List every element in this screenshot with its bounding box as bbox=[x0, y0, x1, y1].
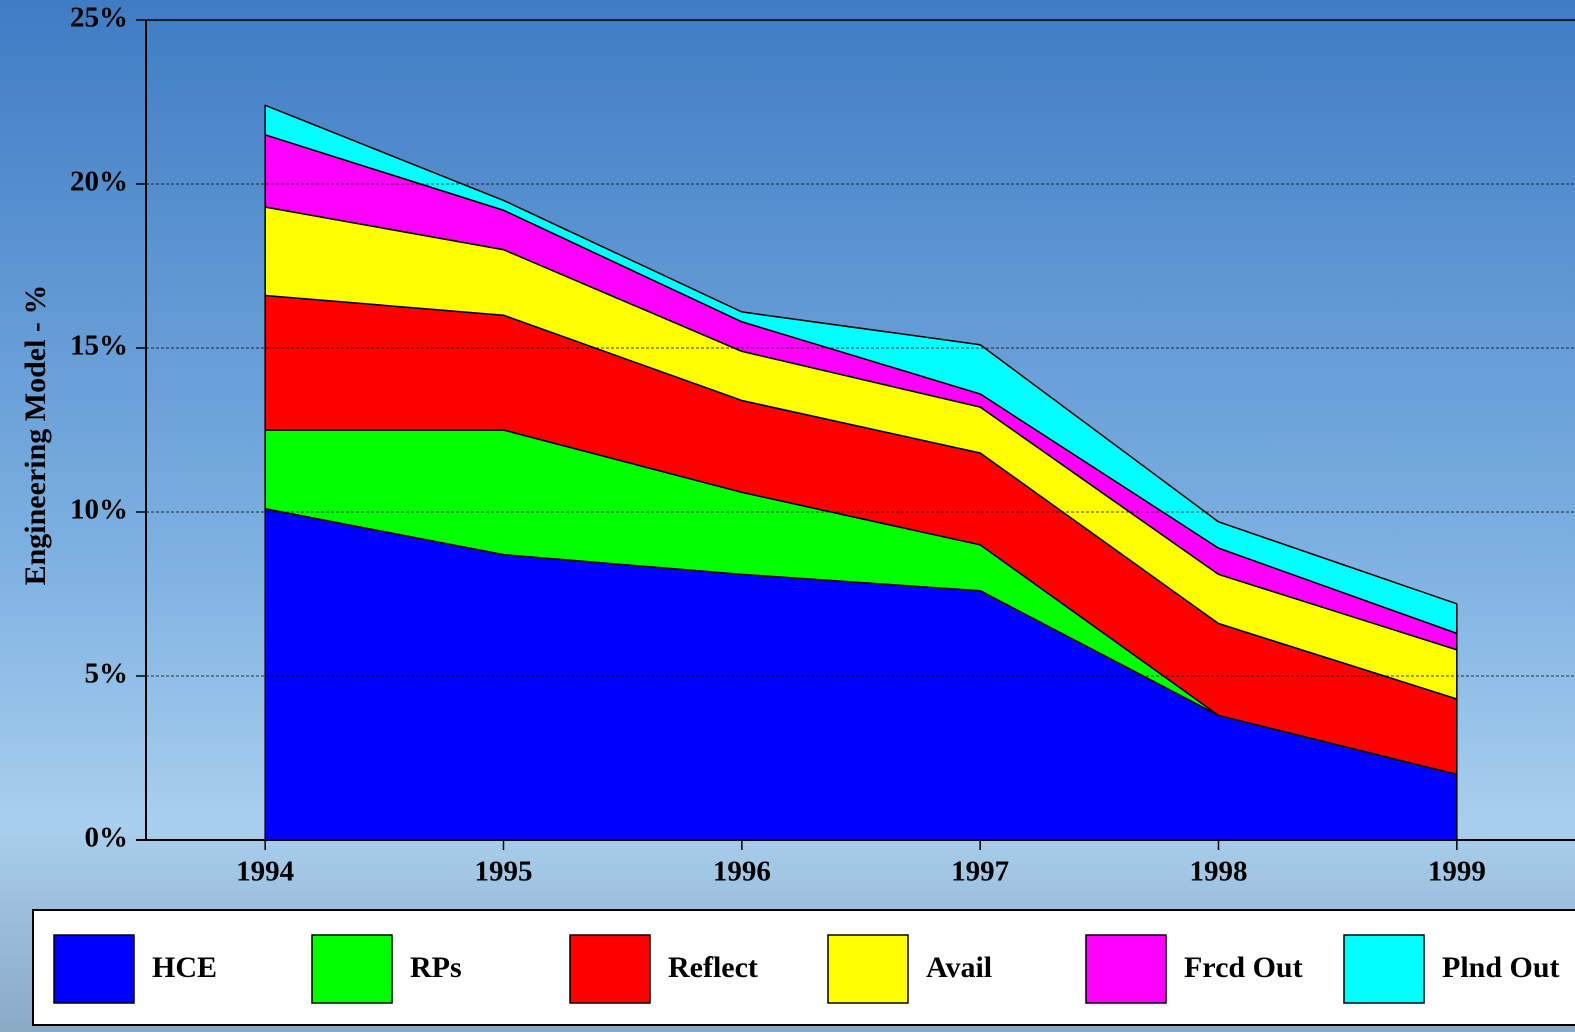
x-tick-label: 1998 bbox=[1190, 856, 1248, 888]
y-tick-label: 25% bbox=[70, 2, 128, 34]
legend-swatch bbox=[53, 934, 135, 1004]
y-axis-title: Engineering Model - % bbox=[19, 285, 52, 586]
legend-label: Plnd Out bbox=[1442, 951, 1560, 984]
legend-swatch bbox=[1343, 934, 1425, 1004]
y-tick-label: 15% bbox=[70, 330, 128, 362]
y-tick-label: 0% bbox=[85, 822, 129, 854]
legend-swatch bbox=[1085, 934, 1167, 1004]
legend-box bbox=[32, 909, 1575, 1026]
x-tick-label: 1999 bbox=[1428, 856, 1486, 888]
area bbox=[264, 104, 1458, 635]
x-tick-label: 1994 bbox=[236, 856, 294, 888]
legend-swatch bbox=[827, 934, 909, 1004]
legend: HCE RPs Reflect Avail Frcd Out Plnd Out bbox=[53, 934, 1560, 1004]
legend-label: HCE bbox=[152, 951, 217, 984]
x-tick-label: 1996 bbox=[713, 856, 771, 888]
y-tick-label: 10% bbox=[70, 494, 128, 526]
legend-label: RPs bbox=[410, 951, 462, 984]
x-tick-label: 1995 bbox=[475, 856, 533, 888]
y-tick-label: 20% bbox=[70, 166, 128, 198]
legend-label: Reflect bbox=[668, 951, 758, 984]
legend-swatch bbox=[569, 934, 651, 1004]
legend-label: Frcd Out bbox=[1184, 951, 1303, 984]
plot-area bbox=[264, 104, 1458, 841]
y-tick-label: 5% bbox=[85, 658, 129, 690]
x-tick-label: 1997 bbox=[951, 856, 1009, 888]
legend-swatch bbox=[311, 934, 393, 1004]
legend-label: Avail bbox=[926, 951, 992, 984]
